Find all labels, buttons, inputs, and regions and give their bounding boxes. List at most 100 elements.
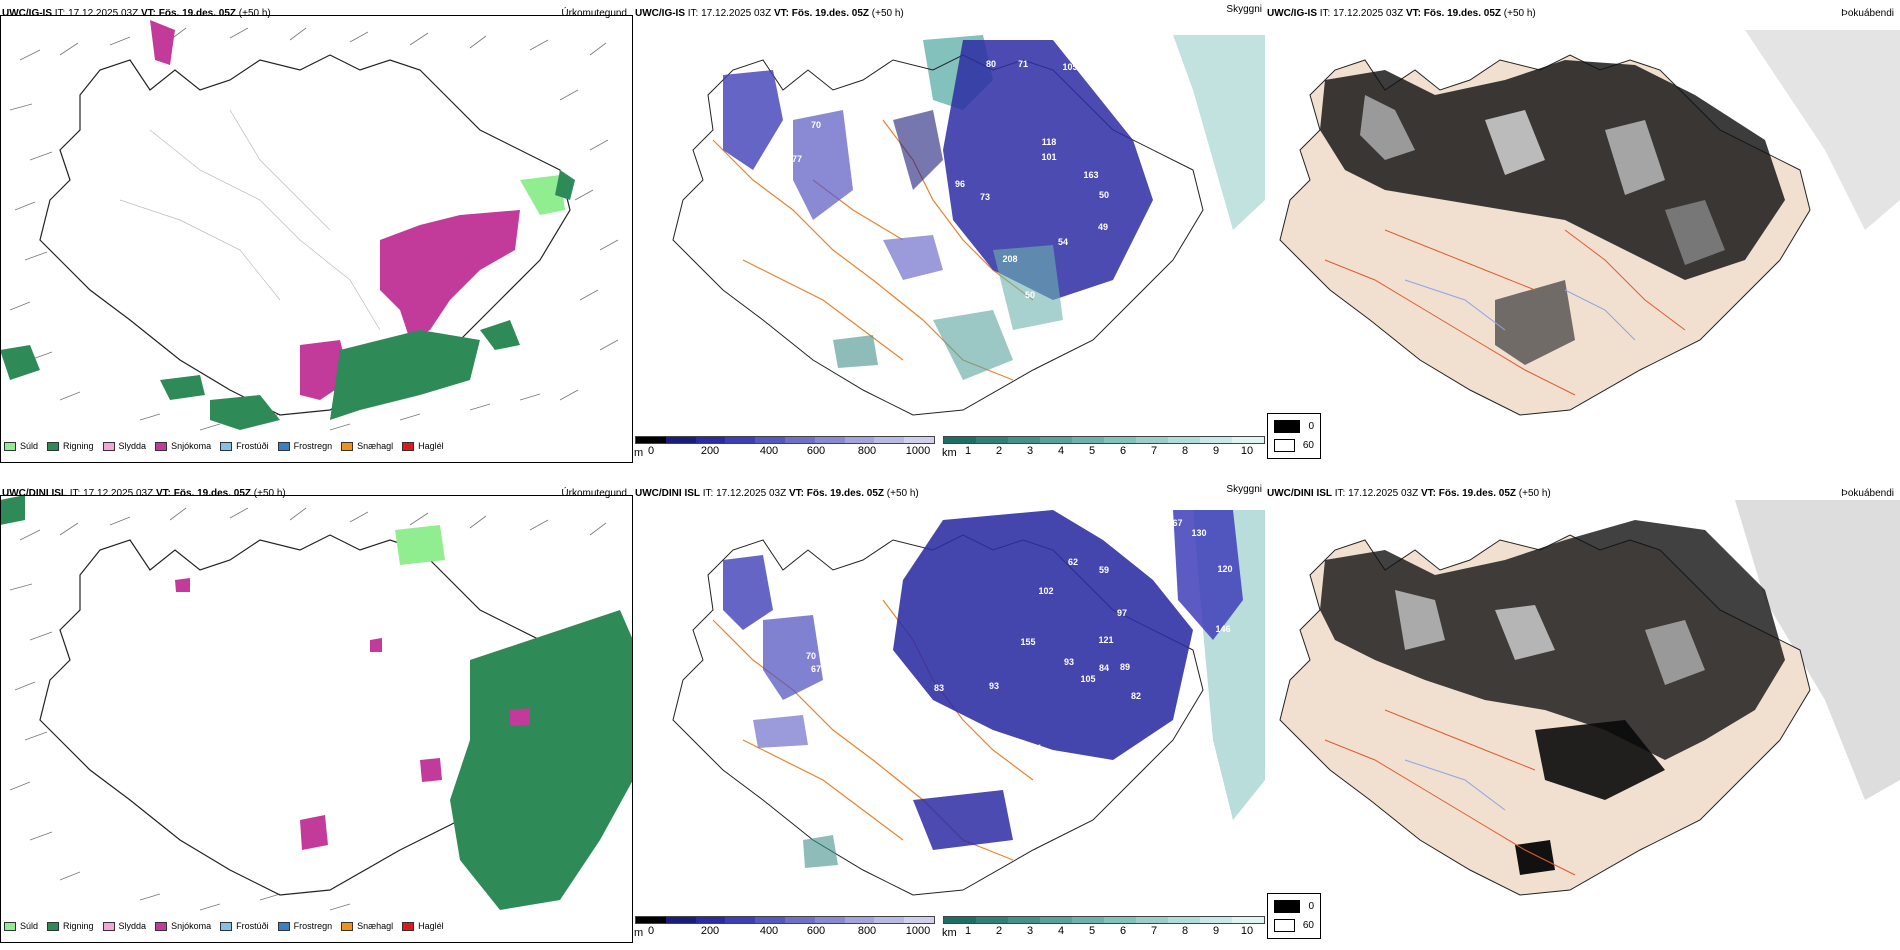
cloud-value-label: 96 xyxy=(1138,558,1148,568)
lead-time: (+50 h) xyxy=(886,488,919,499)
legend-label: Frostúði xyxy=(236,441,269,451)
legend-item: Súld xyxy=(4,921,38,931)
legend-item: Slydda xyxy=(102,441,147,451)
legend-label: Frostúði xyxy=(236,921,269,931)
tick-label: 200 xyxy=(700,445,720,457)
tick-label: 1 xyxy=(964,925,972,937)
colorbar-gradient xyxy=(943,436,1265,444)
cloud-value-label: 96 xyxy=(955,179,965,189)
precip-header-bottom: UWC/DINI ISL IT: 17.12.2025 03Z VT: Fös.… xyxy=(2,488,286,499)
legend-swatch xyxy=(402,921,415,931)
fog-title-top: Þokuábendi xyxy=(1841,8,1894,19)
cloud-value-label: 80 xyxy=(986,59,996,69)
lead-time: (+50 h) xyxy=(1518,488,1551,499)
precip-legend-top: Súld Rigning Slydda Snjókoma Frostúði Fr… xyxy=(4,441,453,451)
cloud-value-label: 71 xyxy=(1018,59,1028,69)
cloud-value-label: 67 xyxy=(811,664,821,674)
tick-label: 9 xyxy=(1212,445,1220,457)
cloud-value-label: 163 xyxy=(1083,170,1098,180)
legend-item: Frostúði xyxy=(220,921,269,931)
colorbar-unit: m xyxy=(634,447,644,459)
legend-label: Slydda xyxy=(118,441,147,451)
cloud-value-label: 230 xyxy=(922,351,937,361)
fog-panel-bottom: UWC/DINI ISL IT: 17.12.2025 03Z VT: Fös.… xyxy=(1265,480,1900,950)
issue-label: IT: xyxy=(1334,488,1346,499)
legend-item: Haglél xyxy=(402,921,444,931)
issue-time: 17.12.2025 03Z xyxy=(1333,8,1404,19)
legend-item: Súld xyxy=(4,441,38,451)
legend-swatch xyxy=(47,921,60,931)
tick-label: 4 xyxy=(1057,445,1065,457)
lead-time: (+50 h) xyxy=(1503,8,1536,19)
cloud-base-colorbar-bottom: m 0 200 400 600 800 1000 xyxy=(634,916,935,939)
cloud-value-label: 111 xyxy=(1028,743,1042,753)
legend-swatch xyxy=(155,441,168,451)
legend-item: Slydda xyxy=(102,921,147,931)
valid-label: VT: xyxy=(140,8,156,19)
tick-label: 5 xyxy=(1088,925,1096,937)
legend-label: Haglél xyxy=(418,921,444,931)
valid-label: VT: xyxy=(1420,488,1436,499)
tick-label: 800 xyxy=(857,445,877,457)
precip-title-bottom: Úrkomutegund xyxy=(561,488,627,499)
cloud-value-label: 59 xyxy=(776,179,786,189)
tick-label: 0 xyxy=(647,925,655,937)
tick-label: 7 xyxy=(1150,445,1158,457)
colorbar-gradient xyxy=(943,916,1265,924)
cloud-value-label: 120 xyxy=(1217,564,1232,574)
legend-item: Snjókoma xyxy=(155,441,211,451)
legend-swatch xyxy=(47,441,60,451)
cloud-value-label: 102 xyxy=(1038,586,1053,596)
cloud-value-label: 89 xyxy=(1120,662,1130,672)
legend-item: Rigning xyxy=(47,921,94,931)
legend-label: Frostregn xyxy=(293,441,333,451)
precip-panel-bottom: UWC/DINI ISL IT: 17.12.2025 03Z VT: Fös.… xyxy=(0,480,633,950)
fog-legend-swatch xyxy=(1274,919,1295,932)
precip-map-bottom xyxy=(0,495,633,911)
cloud-value-label: 198 xyxy=(910,376,925,386)
colorbar-ticks: 0 200 400 600 800 1000 xyxy=(635,924,935,938)
cloud-title-bottom: Skyggni xyxy=(1226,484,1262,495)
issue-time: 17.12.2025 03Z xyxy=(83,488,154,499)
fog-header-top: UWC/IG-IS IT: 17.12.2025 03Z VT: Fös. 19… xyxy=(1267,8,1536,19)
cloud-value-label: 84 xyxy=(1099,663,1109,673)
colorbar-ticks: 0 200 400 600 800 1000 xyxy=(635,444,935,458)
legend-label: Haglél xyxy=(418,441,444,451)
tick-label: 1000 xyxy=(905,445,931,457)
fog-legend-label: 0 xyxy=(1308,421,1314,432)
precip-map-top xyxy=(0,20,619,431)
fog-legend-bottom: 0 60 xyxy=(1267,893,1321,939)
cloud-value-label: 147 xyxy=(928,310,943,320)
valid-time: Fös. 19.des. 05Z xyxy=(791,8,870,19)
tick-label: 0 xyxy=(647,445,655,457)
legend-swatch xyxy=(4,441,16,451)
model-name: UWC/IG-IS xyxy=(1267,8,1317,19)
fog-panel-top: UWC/IG-IS IT: 17.12.2025 03Z VT: Fös. 19… xyxy=(1265,0,1900,470)
fog-legend-label: 60 xyxy=(1302,920,1314,931)
colorbar-ticks: 1 2 3 4 5 6 7 8 9 10 xyxy=(943,444,1265,458)
legend-swatch xyxy=(220,921,233,931)
precip-header-top: UWC/IG-IS IT: 17.12.2025 03Z VT: Fös. 19… xyxy=(2,8,271,19)
colorbar-ticks: 1 2 3 4 5 6 7 8 9 10 xyxy=(943,924,1265,938)
legend-label: Súld xyxy=(20,441,39,451)
cloud-value-label: 130 xyxy=(1191,528,1206,538)
cloud-value-label: 62 xyxy=(796,109,806,119)
tick-label: 2 xyxy=(995,925,1003,937)
issue-label: IT: xyxy=(687,8,699,19)
legend-label: Slydda xyxy=(118,921,147,931)
tick-label: 200 xyxy=(700,925,720,937)
valid-time: Fös. 19.des. 05Z xyxy=(1438,488,1517,499)
cloud-base-colorbar-top: m 0 200 400 600 800 1000 xyxy=(634,436,935,459)
tick-label: 3 xyxy=(1026,445,1034,457)
legend-swatch xyxy=(402,441,415,451)
issue-time: 17.12.2025 03Z xyxy=(68,8,139,19)
cloud-value-label: 82 xyxy=(1131,691,1141,701)
issue-time: 17.12.2025 03Z xyxy=(1348,488,1419,499)
cloud-value-label: 146 xyxy=(1215,624,1230,634)
cloud-value-label: 59 xyxy=(1099,565,1109,575)
fog-legend-swatch xyxy=(1274,439,1295,452)
legend-label: Rigning xyxy=(63,921,94,931)
issue-label: IT: xyxy=(54,8,66,19)
cloud-value-labels-top: 80 71 105 120 62 70 77 59 62 96 73 118 1… xyxy=(776,59,1116,386)
issue-label: IT: xyxy=(702,488,714,499)
